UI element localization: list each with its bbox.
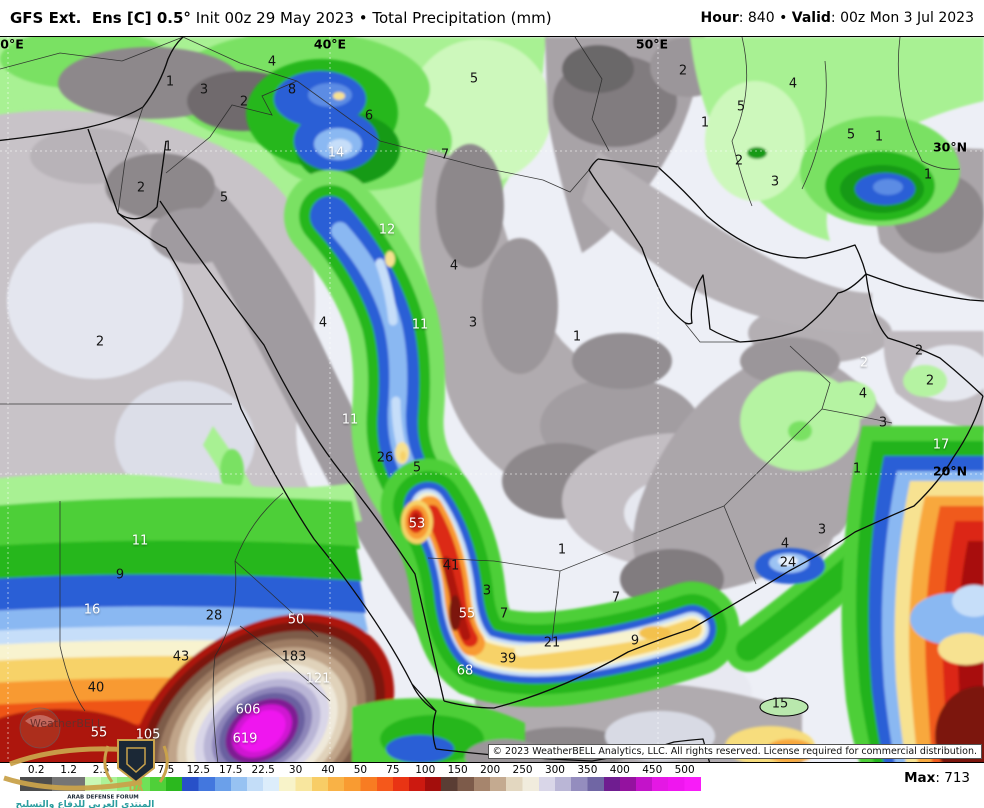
colorbar-cell: 40 (311, 764, 345, 791)
colorbar-swatch (84, 777, 118, 791)
title-bar: GFS Ext. Ens [C] 0.5° Init 00z 29 May 20… (0, 0, 984, 36)
colorbar-swatch (279, 777, 312, 791)
weatherbell-watermark-text: WeatherBELL (30, 717, 104, 730)
colorbar-cell: 50 (344, 764, 377, 791)
colorbar-cell: 100 (409, 764, 442, 791)
colorbar-tick-label: 30 (288, 764, 303, 776)
colorbar-cell: 250 (506, 764, 539, 791)
colorbar-cell: 30 (279, 764, 312, 791)
map-title: GFS Ext. Ens [C] 0.5° Init 00z 29 May 20… (10, 9, 552, 27)
colorbar-cell: 350 (571, 764, 604, 791)
colorbar-tick-label: 200 (480, 764, 501, 776)
colorbar-cell: 75 (376, 764, 410, 791)
colorbar-swatch (571, 777, 604, 791)
colorbar-cell: 17.5 (214, 764, 247, 791)
colorbar-cell: 7.5 (149, 764, 183, 791)
colorbar-tick-label: 50 (353, 764, 368, 776)
colorbar-cell: 500 (668, 764, 701, 791)
colorbar-swatch (117, 777, 150, 791)
hour-label: Hour (700, 10, 739, 26)
colorbar-cell: 450 (636, 764, 669, 791)
max-value: Max: 713 (904, 770, 970, 786)
colorbar-swatch (473, 777, 507, 791)
precipitation-map: WeatherBELL © 2023 WeatherBELL Analytics… (0, 36, 984, 763)
map-art: WeatherBELL (0, 37, 984, 762)
forecast-hour-valid: Hour: 840 • Valid: 00z Mon 3 Jul 2023 (701, 10, 974, 26)
colorbar-swatch (376, 777, 410, 791)
colorbar-tick-label: 1.2 (60, 764, 77, 776)
colorbar-tick-label: 7.5 (157, 764, 175, 776)
colorbar-cell: 200 (473, 764, 507, 791)
max-number: : 713 (935, 770, 970, 786)
model-run-label: GFS Ext. Ens [C] 0.5° (10, 9, 191, 27)
colorbar-tick-label: 2.5 (92, 764, 110, 776)
colorbar-tick-label: 40 (321, 764, 335, 776)
lat-lon-gridlines (0, 37, 984, 762)
colorbar-swatch (603, 777, 637, 791)
colorbar-tick-label: 250 (512, 764, 533, 776)
colorbar-cell: 150 (441, 764, 474, 791)
precip-colorbar: 0.2 1.2 2.5 5 7.5 12.5 17.5 22.5 30 40 50 75 100 150 2… (20, 764, 701, 791)
colorbar-cell: 2.5 (84, 764, 118, 791)
colorbar-tick-label: 17.5 (219, 764, 243, 776)
colorbar-cell: 22.5 (246, 764, 280, 791)
colorbar-cell: 0.2 (20, 764, 53, 791)
valid-value: : 00z Mon 3 Jul 2023 (830, 10, 974, 26)
colorbar-cell: 400 (603, 764, 637, 791)
copyright-notice: © 2023 WeatherBELL Analytics, LLC. All r… (487, 744, 982, 759)
colorbar-tick-label: 500 (674, 764, 695, 776)
colorbar-swatch (214, 777, 247, 791)
colorbar-swatch (311, 777, 345, 791)
colorbar-swatch (52, 777, 85, 791)
init-field-label: Init 00z 29 May 2023 • Total Precipitati… (190, 9, 552, 27)
valid-label: Valid (791, 10, 831, 26)
africa-heavy-precip (0, 473, 545, 762)
colorbar-swatch (636, 777, 669, 791)
weatherbell-watermark: WeatherBELL (19, 707, 104, 749)
colorbar-swatch (668, 777, 701, 791)
colorbar-swatch (20, 777, 53, 791)
colorbar-swatch (344, 777, 377, 791)
colorbar-tick-label: 300 (544, 764, 565, 776)
colorbar-swatch (506, 777, 539, 791)
colorbar-tick-label: 22.5 (251, 764, 275, 776)
colorbar-tick-label: 100 (415, 764, 436, 776)
colorbar-tick-label: 75 (386, 764, 400, 776)
country-borders (0, 37, 961, 762)
legend-bar: 0.2 1.2 2.5 5 7.5 12.5 17.5 22.5 30 40 50 75 100 150 2… (0, 763, 984, 808)
colorbar-swatch (538, 777, 572, 791)
colorbar-swatch (441, 777, 474, 791)
colorbar-cell: 12.5 (182, 764, 215, 791)
colorbar-cell: 300 (538, 764, 572, 791)
colorbar-swatch (409, 777, 442, 791)
colorbar-swatch (182, 777, 215, 791)
colorbar-cell: 1.2 (52, 764, 85, 791)
colorbar-tick-label: 0.2 (27, 764, 45, 776)
colorbar-swatch (149, 777, 183, 791)
colorbar-tick-label: 5 (130, 764, 137, 776)
colorbar-tick-label: 150 (447, 764, 468, 776)
colorbar-cell: 5 (117, 764, 150, 791)
hour-value: : 840 • (738, 10, 792, 26)
colorbar-tick-label: 12.5 (186, 764, 211, 776)
max-label: Max (904, 770, 936, 786)
colorbar-tick-label: 400 (609, 764, 630, 776)
colorbar-tick-label: 350 (577, 764, 598, 776)
colorbar-tick-label: 450 (642, 764, 663, 776)
colorbar-swatch (246, 777, 280, 791)
monsoon-heavy-precip (725, 426, 984, 762)
